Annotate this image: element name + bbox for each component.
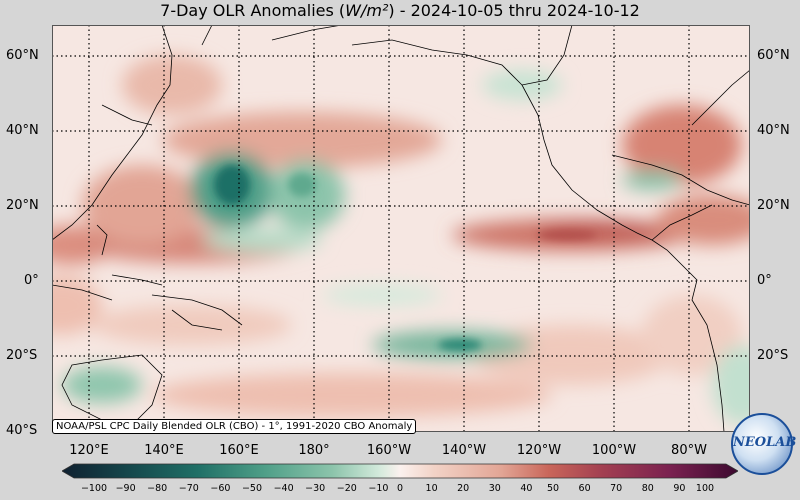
- colorbar-ramp: [62, 463, 738, 479]
- colorbar-tick: −70: [178, 483, 199, 494]
- lat-label-right-20n: 20°N: [757, 198, 790, 213]
- lon-label-140w: 140°W: [441, 443, 487, 458]
- lon-label-160w: 160°W: [366, 443, 412, 458]
- colorbar-tick: −20: [336, 483, 357, 494]
- lon-label-180: 180°: [298, 443, 330, 458]
- graticule: [52, 25, 750, 432]
- colorbar-tick: 40: [520, 483, 533, 494]
- colorbar-tick: −30: [305, 483, 326, 494]
- colorbar-tick: 70: [610, 483, 623, 494]
- colorbar-tick: 0: [396, 483, 404, 494]
- colorbar-tick: −60: [210, 483, 231, 494]
- olr-anomaly-map: [52, 25, 750, 432]
- lon-label-140e: 140°E: [144, 443, 184, 458]
- colorbar-tick: −10: [368, 483, 389, 494]
- lat-label-right-40n: 40°N: [757, 123, 790, 138]
- lat-label-left-40s: 40°S: [6, 423, 38, 438]
- colorbar-tick: 90: [673, 483, 686, 494]
- colorbar-tick: 80: [641, 483, 654, 494]
- lat-label-left-60n: 60°N: [6, 48, 39, 63]
- anomaly-cores: [214, 165, 597, 351]
- lat-label-left-40n: 40°N: [6, 123, 39, 138]
- colorbar-tick: 30: [488, 483, 501, 494]
- neolab-logo[interactable]: NEOLAB: [731, 413, 797, 475]
- colorbar-tick: 50: [546, 483, 560, 494]
- lon-label-120w: 120°W: [516, 443, 562, 458]
- lon-label-160e: 160°E: [219, 443, 259, 458]
- colorbar-tick: −40: [273, 483, 294, 494]
- lat-label-left-equator: 0°: [24, 273, 39, 288]
- colorbar-tick: 100: [695, 483, 715, 494]
- lon-label-120e: 120°E: [69, 443, 109, 458]
- colorbar-tick: −80: [147, 483, 168, 494]
- lon-label-80w: 80°W: [671, 443, 707, 458]
- colorbar-tick: −90: [115, 483, 136, 494]
- lon-label-100w: 100°W: [591, 443, 637, 458]
- colorbar: [62, 463, 738, 479]
- colorbar-tick: −50: [241, 483, 263, 494]
- map-panel[interactable]: [52, 25, 750, 432]
- chart-title: 7-Day OLR Anomalies (W/m²) - 2024-10-05 …: [160, 1, 640, 20]
- logo-text: NEOLAB: [733, 435, 797, 450]
- coastlines: [52, 25, 750, 432]
- colorbar-tick: 20: [457, 483, 470, 494]
- colorbar-tick: −100: [80, 483, 108, 494]
- lat-label-right-20s: 20°S: [757, 348, 789, 363]
- colorbar-tick: 60: [578, 483, 591, 494]
- lat-label-left-20n: 20°N: [6, 198, 39, 213]
- lat-label-right-equator: 0°: [757, 273, 772, 288]
- lat-label-left-20s: 20°S: [6, 348, 38, 363]
- data-source-credit: NOAA/PSL CPC Daily Blended OLR (CBO) - 1…: [52, 419, 417, 434]
- colorbar-tick: 10: [425, 483, 438, 494]
- lat-label-right-60n: 60°N: [757, 48, 790, 63]
